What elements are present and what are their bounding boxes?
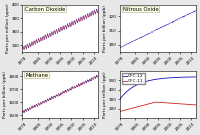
- Y-axis label: Parts per billion (ppb): Parts per billion (ppb): [3, 71, 7, 118]
- Legend: CFC-12, CFC-11: CFC-12, CFC-11: [122, 73, 145, 84]
- Y-axis label: Parts per trillion (ppt): Parts per trillion (ppt): [103, 71, 107, 118]
- Y-axis label: Parts per billion (ppb): Parts per billion (ppb): [103, 5, 107, 52]
- Text: Nitrous Oxide: Nitrous Oxide: [123, 7, 159, 12]
- Y-axis label: Parts per million (ppm): Parts per million (ppm): [6, 4, 10, 53]
- Text: Carbon Dioxide: Carbon Dioxide: [25, 7, 66, 12]
- Text: Methane: Methane: [25, 73, 49, 78]
